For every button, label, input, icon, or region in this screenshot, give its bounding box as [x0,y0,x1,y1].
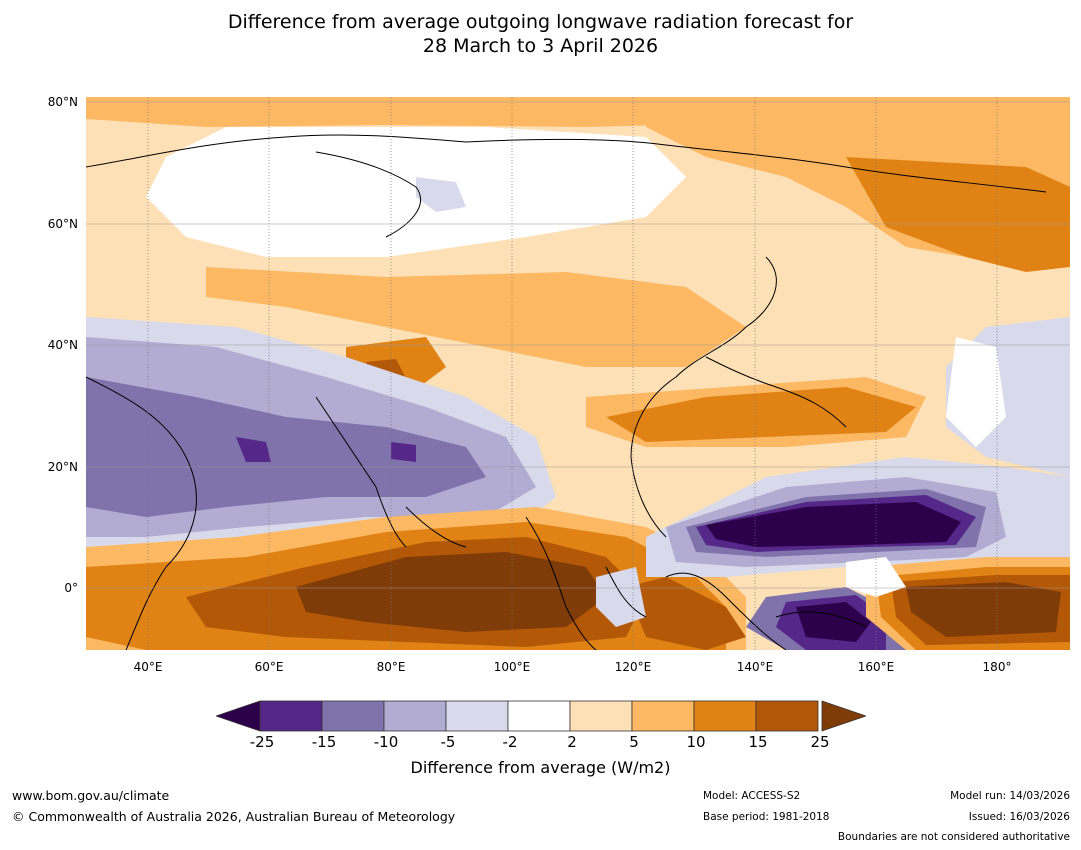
lat-label-60n: 60°N [47,217,78,231]
colorbar-tick: -5 [440,733,456,751]
lon-label-100e: 100°E [493,660,531,674]
footer-base-period: Base period: 1981-2018 [703,811,830,823]
lon-label-80e: 80°E [376,660,406,674]
lon-label-180: 180° [982,660,1012,674]
chart-title: Difference from average outgoing longwav… [0,10,1081,58]
colorbar-tick: -15 [311,733,337,751]
footer-disclaimer: Boundaries are not considered authoritat… [837,831,1070,843]
colorbar-tick: 5 [629,733,639,751]
colorbar-segment [321,700,385,732]
lon-label-160e: 160°E [857,660,895,674]
colorbar-segment [507,700,571,732]
colorbar-segment [569,700,633,732]
footer-url[interactable]: www.bom.gov.au/climate [12,788,170,803]
title-line-2: 28 March to 3 April 2026 [422,35,659,57]
colorbar-tick: 25 [810,733,830,751]
olr-anomaly-map [86,97,1070,650]
western-suppressed-convection [86,317,556,557]
footer-model-run: Model run: 14/03/2026 [950,790,1070,802]
lat-label-20n: 20°N [47,460,78,474]
colorbar-segment [445,700,509,732]
lon-label-60e: 60°E [254,660,284,674]
colorbar-tick: -10 [373,733,399,751]
lon-label-140e: 140°E [736,660,774,674]
colorbar-segment [383,700,447,732]
colorbar-tick: 2 [567,733,577,751]
graticule [147,97,998,650]
lon-label-40e: 40°E [133,660,163,674]
lon-label-120e: 120°E [614,660,652,674]
lat-label-equator: 0° [64,581,78,595]
colorbar-tick: 10 [686,733,706,751]
title-line-1: Difference from average outgoing longwav… [227,11,854,33]
footer-issued: Issued: 16/03/2026 [968,811,1070,823]
lat-label-80n: 80°N [47,95,78,109]
colorbar-segment [693,700,757,732]
colorbar-segment [259,700,323,732]
lat-label-40n: 40°N [47,338,78,352]
colorbar-extend-low [216,700,261,732]
colorbar [216,700,866,732]
tropical-enhanced-fields [86,507,746,650]
latitude-lines [86,101,1070,589]
footer-copyright: © Commonwealth of Australia 2026, Austra… [12,809,456,824]
colorbar-tick: 15 [748,733,768,751]
colorbar-segment [755,700,819,732]
colorbar-tick: -25 [249,733,275,751]
colorbar-label: Difference from average (W/m2) [410,758,671,777]
colorbar-segment [631,700,695,732]
colorbar-extend-high [821,700,866,732]
footer-model: Model: ACCESS-S2 [703,790,801,802]
colorbar-tick: -2 [502,733,518,751]
